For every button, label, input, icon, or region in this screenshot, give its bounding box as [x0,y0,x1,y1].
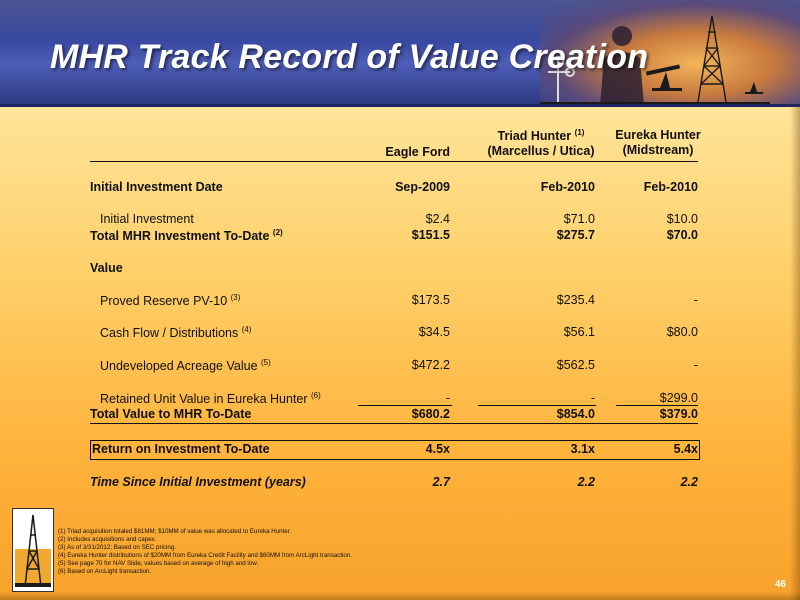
table-row: Total Value to MHR To-Date $680.2 $854.0… [90,407,698,421]
table-row: Initial Investment $2.4 $71.0 $10.0 [100,212,698,226]
page-title: MHR Track Record of Value Creation [50,38,649,76]
footnote: (3) As of 3/31/2012; Based on SEC pricin… [58,544,176,552]
derrick-logo-icon [15,514,51,588]
table-row: Retained Unit Value in Eureka Hunter (6)… [100,391,698,406]
subtotal-rule [616,405,698,406]
footnote: (4) Eureka Hunter distributions of $20MM… [58,552,353,560]
column-header-eagle-ford: Eagle Ford [385,145,450,159]
footnote: (6) Based on ArcLight transaction. [58,568,152,576]
table-row: Undeveloped Acreage Value (5) $472.2 $56… [100,358,698,373]
table-row: Total MHR Investment To-Date (2) $151.5 … [90,228,698,243]
subtotal-rule [478,405,596,406]
footnote: (1) Triad acquisition totaled $81MM; $10… [58,528,292,535]
roi-highlight-box [90,440,700,460]
company-logo [12,508,54,592]
header-divider [0,104,800,107]
header-underline [90,161,698,162]
page-number: 46 [774,579,786,590]
footnote: (5) See page 70 for NAV Slide, values ba… [58,560,259,568]
column-header-eureka-hunter: Eureka Hunter (Midstream) [615,128,701,157]
table-row: Time Since Initial Investment (years) 2.… [90,475,698,489]
header-band: MHR Track Record of Value Creation [0,0,800,106]
subtotal-rule [358,405,452,406]
table-row: Cash Flow / Distributions (4) $34.5 $56.… [100,325,698,340]
footnotes: (1) Triad acquisition totaled $81MM; $10… [58,528,352,577]
table-row: Value [90,261,123,275]
table-row: Return on Investment To-Date 4.5x 3.1x 5… [92,442,698,456]
column-header-triad-hunter: Triad Hunter (1) (Marcellus / Utica) [487,128,595,158]
table-row: Initial Investment Date Sep-2009 Feb-201… [90,180,698,194]
footnote: (2) Includes acquisitions and capex. [58,536,157,544]
table-row: Proved Reserve PV-10 (3) $173.5 $235.4 - [100,293,698,308]
total-underline [90,423,698,424]
